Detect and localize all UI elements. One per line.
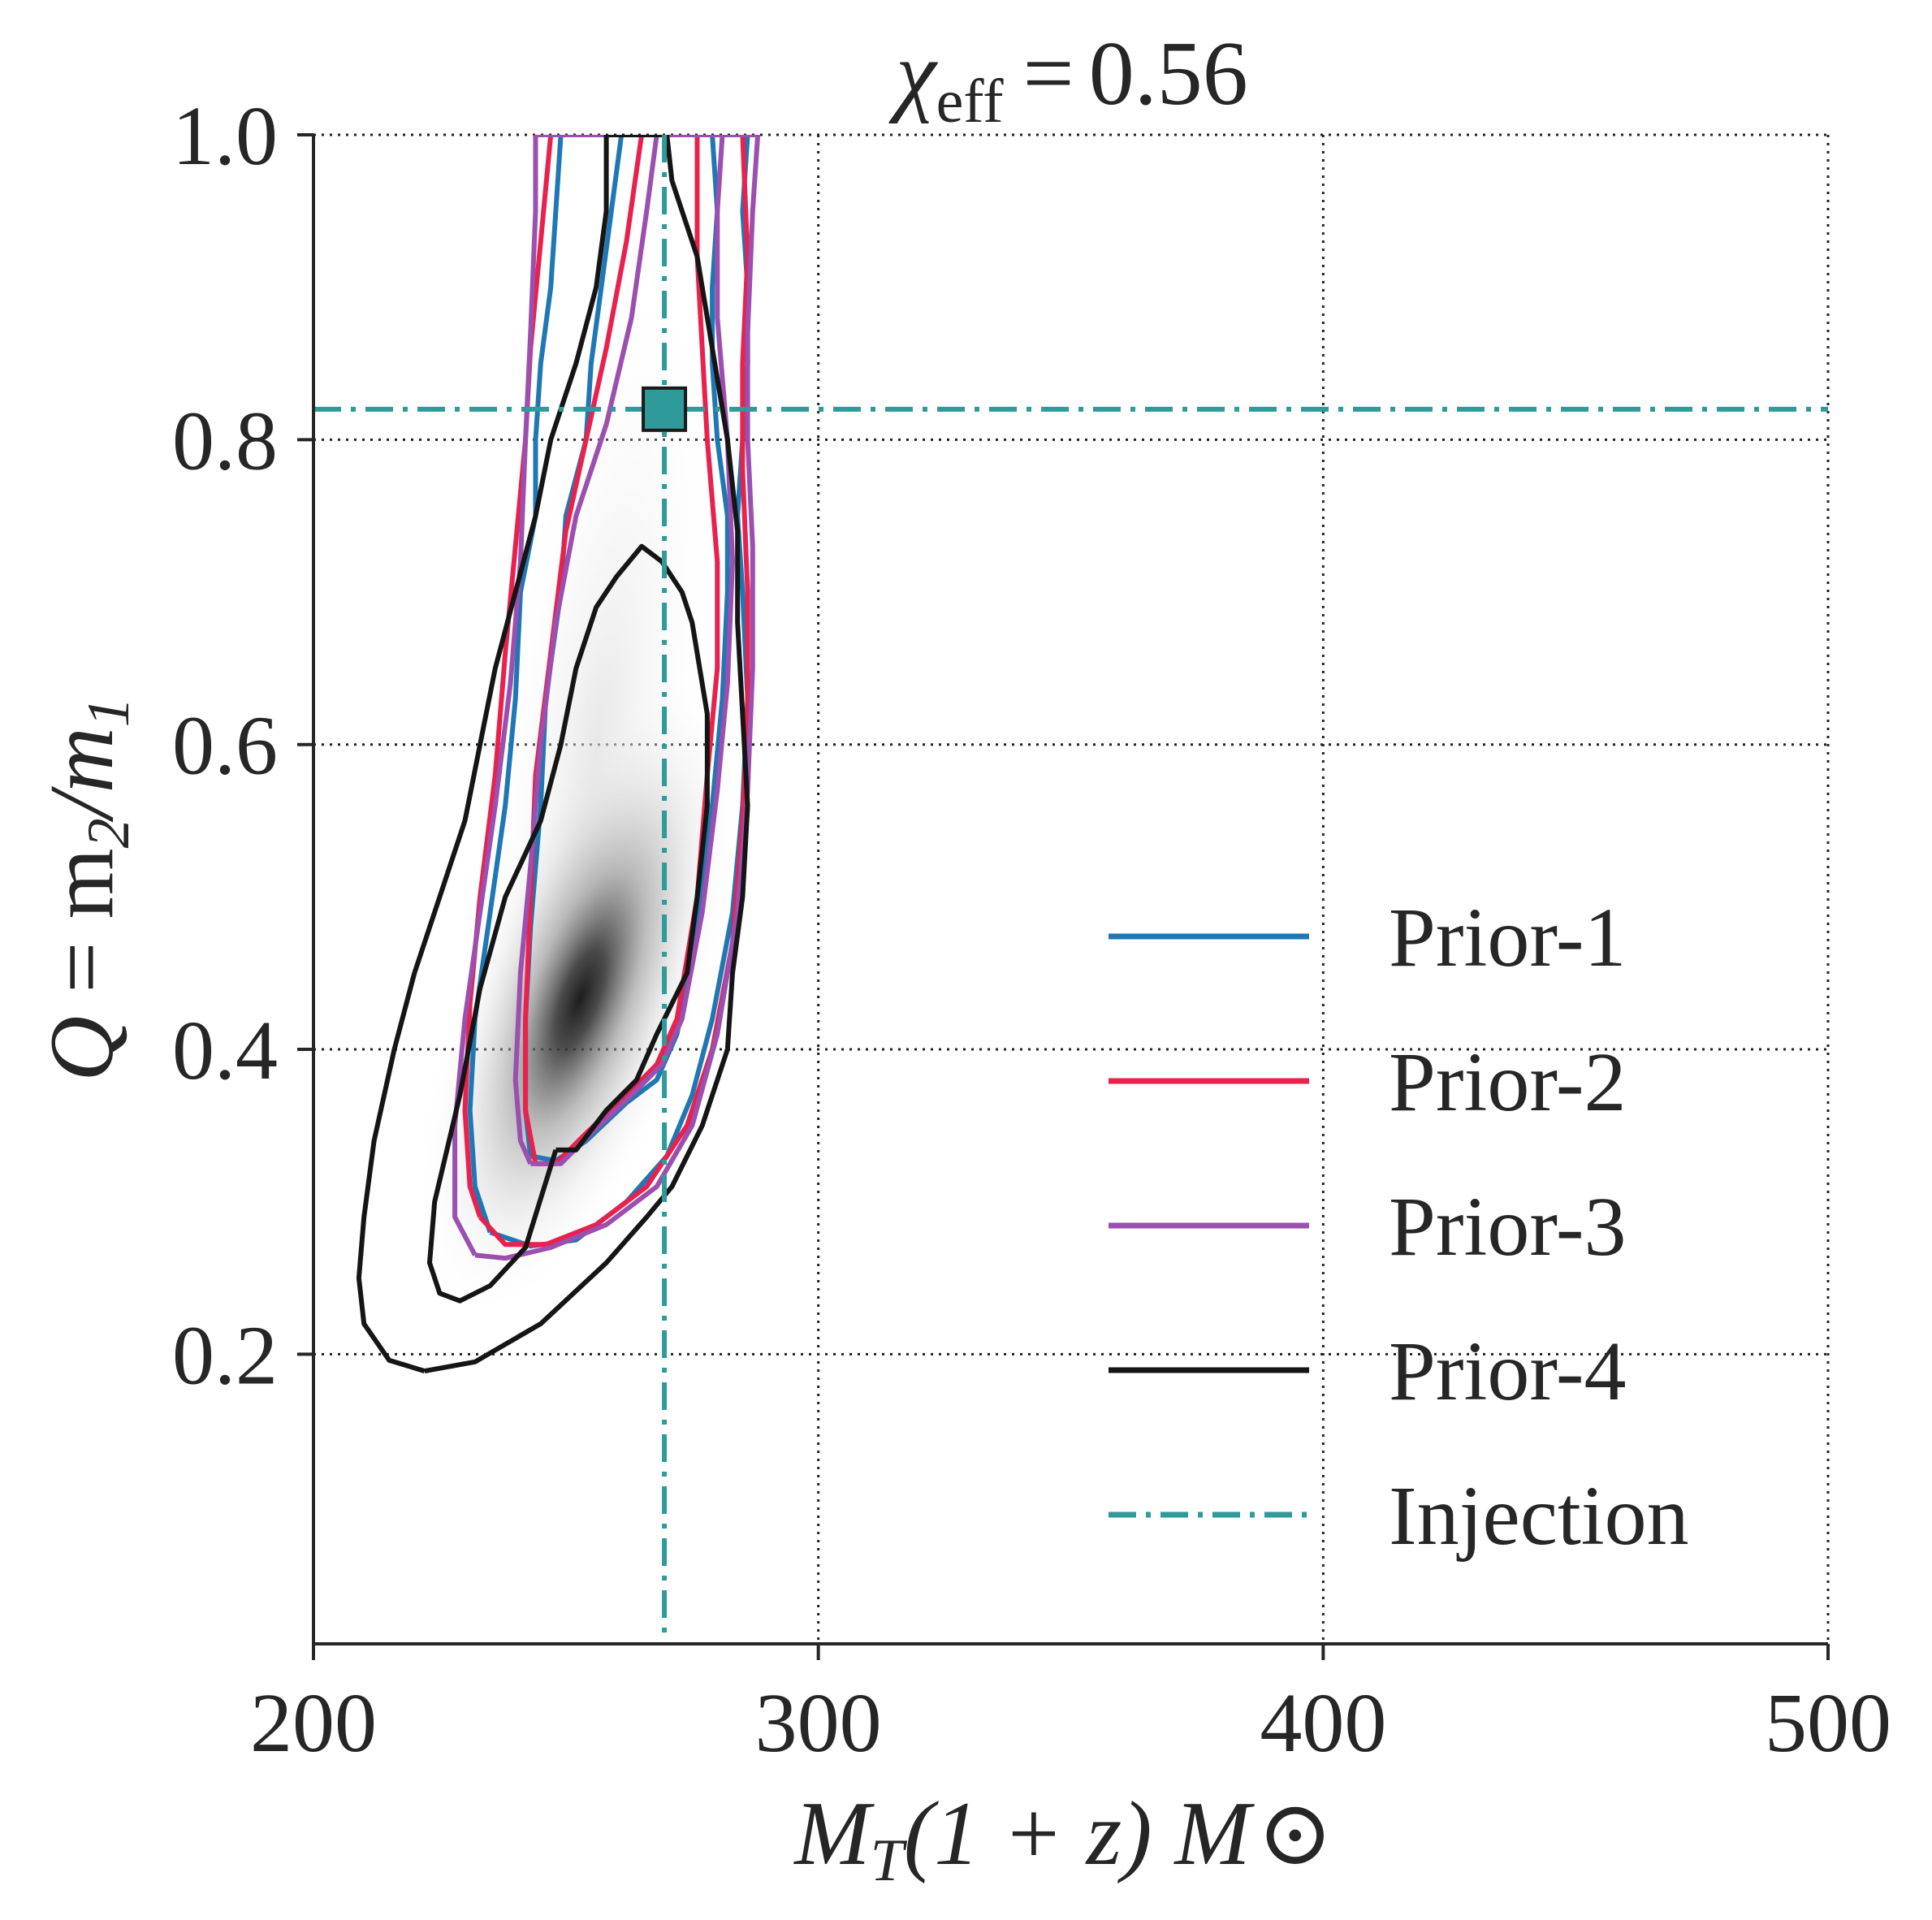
x-tick-label: 500: [1765, 1676, 1891, 1770]
density-core: [417, 674, 744, 1321]
y-tick-label: 0.4: [172, 1004, 278, 1097]
contour-prior-3-2: [452, 135, 761, 1261]
x-tick-label: 300: [755, 1676, 882, 1770]
injection-layer: [313, 135, 1828, 1644]
legend: Prior-1 Prior-2 Prior-3 Prior-4 Injection: [1109, 891, 1689, 1563]
x-tick-label: 200: [250, 1676, 377, 1770]
legend-label-prior-4: Prior-4: [1389, 1325, 1627, 1418]
legend-label-prior-1: Prior-1: [1389, 891, 1627, 984]
contour-prior-4-2: [356, 135, 750, 1374]
legend-label-prior-2: Prior-2: [1389, 1036, 1627, 1129]
title-symbol: χ: [888, 24, 938, 124]
y-axis-label: Q = m2/m1: [32, 697, 142, 1081]
contour-layer: [356, 135, 761, 1374]
contour-prior-1-2: [467, 135, 750, 1249]
density-shading: [417, 245, 744, 1321]
x-tick-label: 400: [1260, 1676, 1386, 1770]
title-value: 0.56: [1089, 24, 1248, 124]
y-tick-label: 0.8: [172, 394, 278, 487]
injection-marker: [642, 386, 688, 432]
title-equals: =: [1023, 24, 1074, 124]
contour-prior-4-1: [427, 543, 710, 1304]
title-subscript: eff: [936, 67, 1005, 136]
y-tick-label: 1.0: [172, 89, 278, 183]
axes: 200 300 400 500 0.2 0.4 0.6 0.8 1.0: [172, 89, 1891, 1770]
y-tick-label: 0.2: [172, 1308, 278, 1402]
legend-label-injection: Injection: [1389, 1469, 1689, 1563]
chart-title: χeff = 0.56: [888, 24, 1247, 136]
y-tick-label: 0.6: [172, 699, 278, 793]
legend-label-prior-3: Prior-3: [1389, 1180, 1627, 1274]
contour-prior-2-2: [462, 135, 750, 1248]
x-axis-label: MT(1 + z) M⊙: [793, 1784, 1333, 1894]
